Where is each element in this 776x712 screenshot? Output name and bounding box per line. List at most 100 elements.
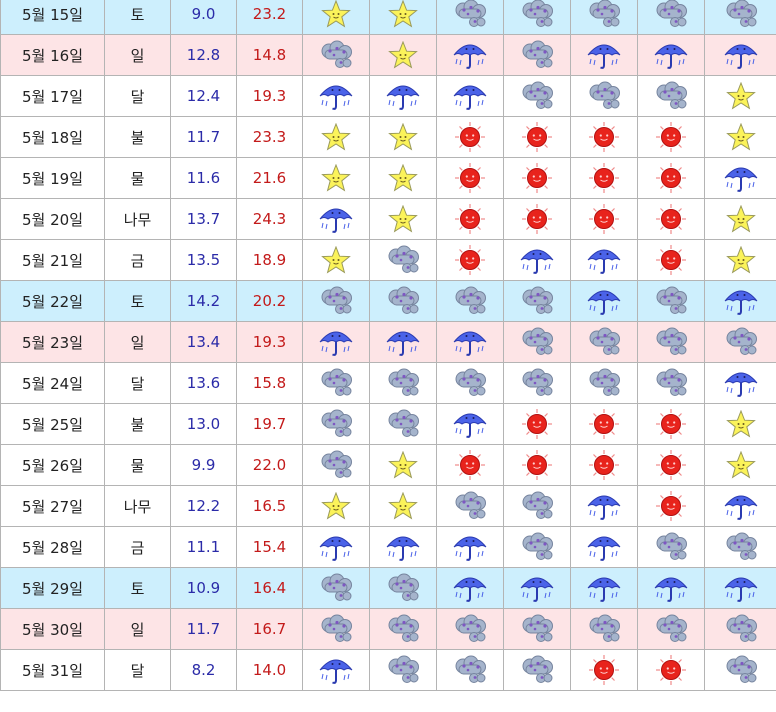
weather-cell xyxy=(302,280,370,322)
star-icon xyxy=(303,0,369,28)
date-cell: 5월 26일 xyxy=(0,444,105,486)
cloud-icon xyxy=(437,0,503,29)
weather-cell xyxy=(704,321,776,363)
weather-cell xyxy=(570,444,638,486)
weather-cell xyxy=(704,362,776,404)
sun-icon xyxy=(571,407,637,441)
star-icon xyxy=(705,451,776,479)
umbrella-icon xyxy=(437,408,503,440)
weather-cell xyxy=(570,75,638,117)
sun-icon xyxy=(571,653,637,687)
cloud-icon xyxy=(303,286,369,316)
umbrella-icon xyxy=(571,285,637,317)
weekday-cell: 토 xyxy=(104,567,171,609)
weather-cell xyxy=(637,444,705,486)
umbrella-icon xyxy=(571,244,637,276)
star-icon xyxy=(370,41,436,69)
weather-cell xyxy=(570,567,638,609)
weather-cell xyxy=(570,0,638,35)
weather-cell xyxy=(570,321,638,363)
weather-cell xyxy=(570,239,638,281)
weather-cell xyxy=(704,157,776,199)
sun-icon xyxy=(638,489,704,523)
min-temp-cell: 10.9 xyxy=(170,567,237,609)
weather-cell xyxy=(704,280,776,322)
cloud-icon xyxy=(370,368,436,398)
star-icon xyxy=(370,492,436,520)
weather-cell xyxy=(369,239,437,281)
weather-cell xyxy=(637,567,705,609)
weather-cell xyxy=(302,526,370,568)
cloud-icon xyxy=(638,0,704,29)
weather-cell xyxy=(704,567,776,609)
umbrella-icon xyxy=(370,326,436,358)
min-temp-cell: 11.6 xyxy=(170,157,237,199)
weather-cell xyxy=(637,239,705,281)
cloud-icon xyxy=(638,81,704,111)
cloud-icon xyxy=(638,614,704,644)
weekday-cell: 금 xyxy=(104,526,171,568)
forecast-row: 5월 29일 토 10.9 16.4 xyxy=(0,567,776,609)
sun-icon xyxy=(504,202,570,236)
weekday-cell: 일 xyxy=(104,608,171,650)
forecast-row: 5월 17일 달 12.4 19.3 xyxy=(0,75,776,117)
weather-cell xyxy=(369,608,437,650)
weather-cell xyxy=(436,239,504,281)
cloud-icon xyxy=(303,409,369,439)
date-cell: 5월 20일 xyxy=(0,198,105,240)
sun-icon xyxy=(437,202,503,236)
weather-cell xyxy=(637,403,705,445)
max-temp-cell: 20.2 xyxy=(236,280,303,322)
forecast-row: 5월 18일 불 11.7 23.3 xyxy=(0,116,776,158)
weather-cell xyxy=(704,239,776,281)
cloud-icon xyxy=(504,491,570,521)
weekday-cell: 달 xyxy=(104,362,171,404)
weather-cell xyxy=(503,280,571,322)
forecast-row: 5월 28일 금 11.1 15.4 xyxy=(0,526,776,568)
umbrella-icon xyxy=(303,326,369,358)
sun-icon xyxy=(638,243,704,277)
weather-cell xyxy=(503,444,571,486)
umbrella-icon xyxy=(705,39,776,71)
weather-cell xyxy=(302,34,370,76)
weather-cell xyxy=(302,567,370,609)
cloud-icon xyxy=(638,286,704,316)
date-cell: 5월 15일 xyxy=(0,0,105,35)
weather-cell xyxy=(570,157,638,199)
weather-cell xyxy=(369,34,437,76)
min-temp-cell: 13.7 xyxy=(170,198,237,240)
weather-cell xyxy=(704,34,776,76)
weekday-cell: 일 xyxy=(104,34,171,76)
sun-icon xyxy=(638,202,704,236)
weather-cell xyxy=(302,485,370,527)
cloud-icon xyxy=(504,532,570,562)
weather-cell xyxy=(570,198,638,240)
weather-cell xyxy=(704,198,776,240)
weather-cell xyxy=(302,75,370,117)
star-icon xyxy=(370,205,436,233)
weather-cell xyxy=(302,444,370,486)
sun-icon xyxy=(571,161,637,195)
sun-icon xyxy=(504,161,570,195)
min-temp-cell: 9.9 xyxy=(170,444,237,486)
forecast-row: 5월 27일 나무 12.2 16.5 xyxy=(0,485,776,527)
cloud-icon xyxy=(571,81,637,111)
min-temp-cell: 12.2 xyxy=(170,485,237,527)
max-temp-cell: 22.0 xyxy=(236,444,303,486)
umbrella-icon xyxy=(705,572,776,604)
forecast-rows: 5월 15일 토 9.0 23.2 5월 16일 일 12.8 14.8 5월 17일 달 12.4… xyxy=(0,0,776,691)
weather-cell xyxy=(704,116,776,158)
weather-cell xyxy=(503,567,571,609)
sun-icon xyxy=(638,448,704,482)
cloud-icon xyxy=(303,450,369,480)
sun-icon xyxy=(504,407,570,441)
forecast-table: 5월 15일 토 9.0 23.2 5월 16일 일 12.8 14.8 5월 17일 달 12.4… xyxy=(0,0,776,691)
weather-cell xyxy=(570,649,638,691)
umbrella-icon xyxy=(571,572,637,604)
weather-cell xyxy=(436,157,504,199)
min-temp-cell: 12.8 xyxy=(170,34,237,76)
cloud-icon xyxy=(370,573,436,603)
cloud-icon xyxy=(504,286,570,316)
weather-cell xyxy=(436,116,504,158)
sun-icon xyxy=(437,120,503,154)
